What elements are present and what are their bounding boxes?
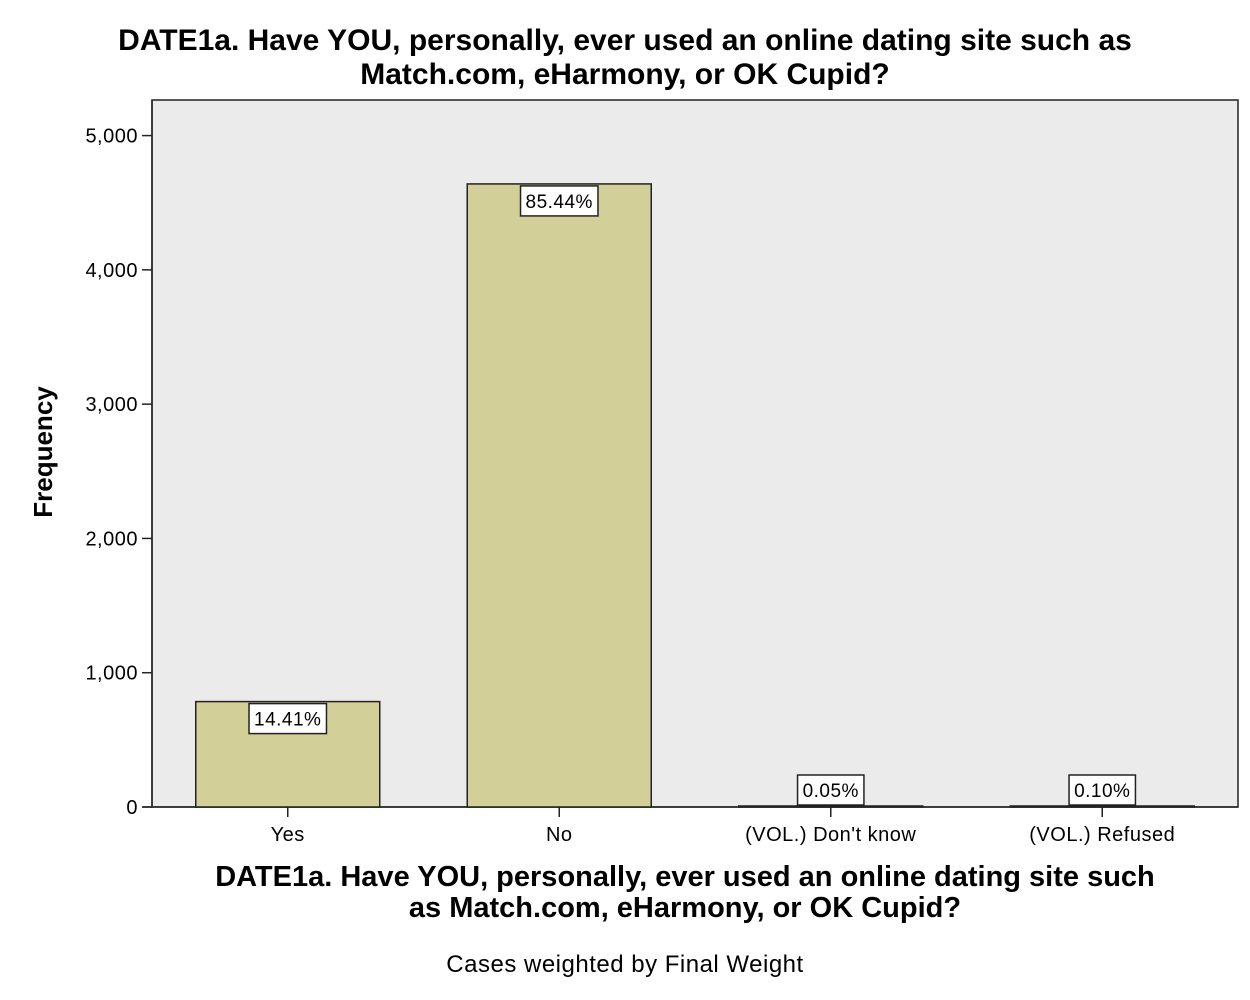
data-labels: 14.41% 85.44% 0.05% 0.10%	[248, 185, 1137, 806]
bars	[195, 183, 1195, 808]
chart-title-line-1: DATE1a. Have YOU, personally, ever used …	[118, 24, 1132, 57]
data-label: 14.41%	[248, 702, 328, 735]
y-tick-label: 5,000	[85, 126, 138, 148]
data-label-box	[248, 702, 328, 735]
y-tick-label: 3,000	[85, 394, 138, 416]
y-axis: 0 1,000 2,000 3,000 4,000 5,000	[85, 100, 153, 819]
data-label: 85.44%	[519, 185, 599, 217]
x-tick-label: (VOL.) Refused	[1029, 824, 1175, 846]
bar	[466, 183, 652, 808]
x-tick-label: (VOL.) Don't know	[745, 824, 916, 846]
x-axis-title-line-2: as Match.com, eHarmony, or OK Cupid?	[408, 892, 962, 924]
y-tick-label: 0	[126, 797, 138, 819]
data-label-box	[796, 774, 865, 806]
x-tick-label: No	[546, 824, 573, 846]
plot-area	[151, 99, 1239, 808]
data-label-box	[1068, 774, 1137, 806]
data-label-text: 14.41%	[254, 710, 321, 731]
data-label-text: 0.05%	[803, 781, 859, 802]
data-label: 0.10%	[1068, 774, 1137, 806]
bar	[738, 805, 924, 808]
data-label-text: 85.44%	[526, 192, 593, 213]
y-tick-label: 2,000	[85, 528, 138, 550]
y-axis-title: Frequency	[28, 386, 58, 518]
chart-title: DATE1a. Have YOU, personally, ever used …	[0, 24, 1250, 92]
x-axis: Yes No (VOL.) Don't know (VOL.) Refused	[142, 806, 1238, 846]
data-label-box	[519, 185, 599, 217]
x-tick-label: Yes	[271, 824, 305, 846]
x-axis-title: DATE1a. Have YOU, personally, ever used …	[170, 862, 1200, 924]
y-tick-label: 1,000	[85, 663, 138, 685]
data-label-text: 0.10%	[1074, 781, 1130, 802]
x-axis-title-line-1: DATE1a. Have YOU, personally, ever used …	[215, 861, 1155, 893]
chart-title-line-2: Match.com, eHarmony, or OK Cupid?	[360, 58, 890, 91]
data-label: 0.05%	[796, 774, 865, 806]
weight-footnote: Cases weighted by Final Weight	[446, 951, 804, 978]
bar	[1009, 805, 1195, 808]
y-tick-label: 4,000	[85, 260, 138, 282]
